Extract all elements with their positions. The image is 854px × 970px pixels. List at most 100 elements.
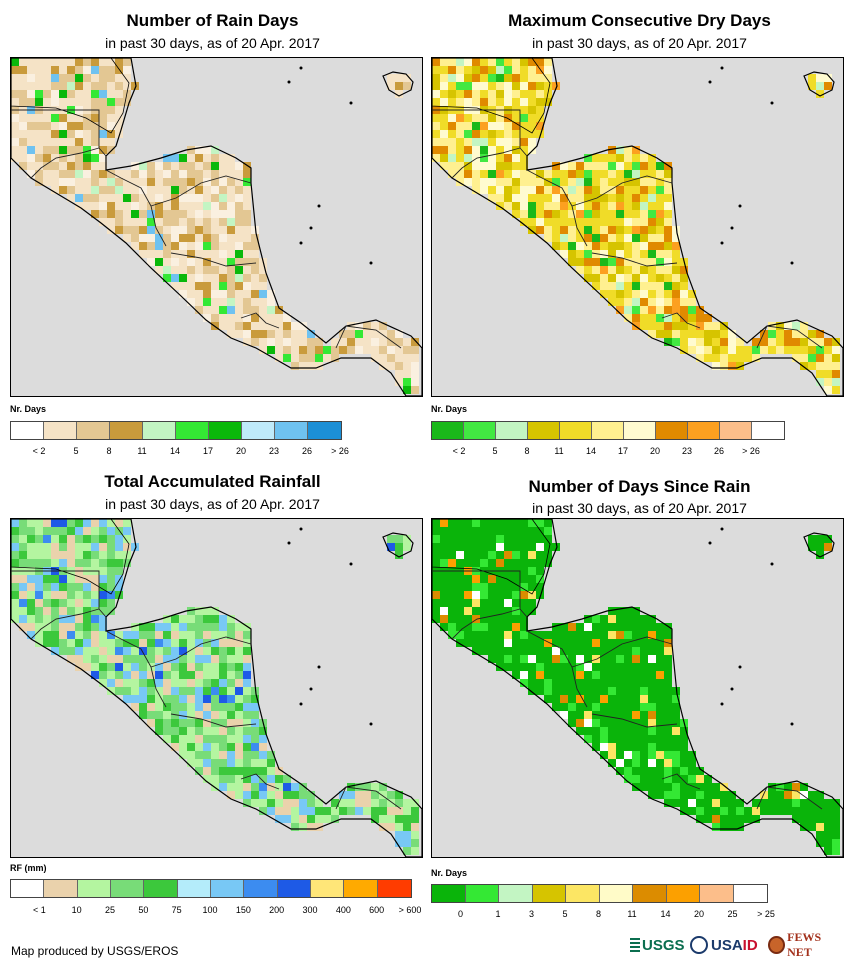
grid-cell — [656, 226, 664, 234]
grid-cell — [800, 354, 808, 362]
grid-cell — [600, 162, 608, 170]
grid-cell — [648, 759, 656, 767]
grid-cell — [179, 719, 187, 727]
map-days-since-rain[interactable] — [431, 518, 844, 858]
grid-cell — [664, 234, 672, 242]
grid-cell — [656, 194, 664, 202]
grid-cell — [227, 186, 235, 194]
country-border — [571, 666, 588, 708]
grid-cell — [616, 767, 624, 775]
grid-cell — [11, 90, 19, 98]
grid-cell — [307, 815, 315, 823]
grid-cell — [440, 543, 448, 551]
grid-cell — [480, 74, 488, 82]
grid-cell — [432, 58, 440, 66]
legend-bar — [431, 421, 785, 440]
grid-cell — [83, 575, 91, 583]
grid-cell — [67, 194, 75, 202]
grid-cell — [235, 703, 243, 711]
grid-cell — [584, 679, 592, 687]
grid-cell — [632, 218, 640, 226]
grid-cell — [640, 783, 648, 791]
island-dot — [369, 722, 373, 726]
grid-cell — [211, 314, 219, 322]
grid-cell — [512, 162, 520, 170]
grid-cell — [632, 655, 640, 663]
grid-cell — [243, 330, 251, 338]
grid-cell — [616, 202, 624, 210]
grid-cell — [67, 639, 75, 647]
grid-cell — [664, 719, 672, 727]
grid-cell — [179, 202, 187, 210]
grid-cell — [195, 210, 203, 218]
grid-cell — [155, 703, 163, 711]
grid-cell — [99, 106, 107, 114]
grid-cell — [83, 551, 91, 559]
legend-swatch — [720, 422, 752, 439]
grid-cell — [179, 170, 187, 178]
grid-cell — [680, 282, 688, 290]
grid-cell — [83, 623, 91, 631]
country-border — [150, 205, 167, 247]
legend-swatch — [277, 880, 311, 897]
grid-cell — [107, 90, 115, 98]
grid-cell — [91, 575, 99, 583]
grid-cell — [171, 727, 179, 735]
grid-cell — [512, 98, 520, 106]
grid-cell — [243, 186, 251, 194]
grid-cell — [51, 58, 59, 66]
grid-cell — [672, 727, 680, 735]
grid-cell — [395, 330, 403, 338]
grid-cell — [123, 202, 131, 210]
grid-cell — [488, 527, 496, 535]
grid-cell — [43, 543, 51, 551]
legend-bar — [10, 879, 412, 898]
grid-cell — [115, 210, 123, 218]
grid-cell — [99, 58, 107, 66]
grid-cell — [211, 306, 219, 314]
grid-cell — [203, 751, 211, 759]
grid-cell — [75, 639, 83, 647]
grid-cell — [91, 154, 99, 162]
grid-cell — [472, 591, 480, 599]
grid-cell — [632, 607, 640, 615]
grid-cell — [672, 250, 680, 258]
grid-cell — [784, 330, 792, 338]
grid-cell — [275, 807, 283, 815]
grid-cell — [243, 218, 251, 226]
grid-cell — [728, 791, 736, 799]
grid-cell — [496, 146, 504, 154]
grid-cell — [267, 298, 275, 306]
grid-cell — [123, 170, 131, 178]
grid-cell — [299, 338, 307, 346]
grid-cell — [816, 823, 824, 831]
grid-cell — [512, 535, 520, 543]
map-dry-days[interactable] — [431, 57, 844, 397]
grid-cell — [688, 799, 696, 807]
grid-cell — [107, 567, 115, 575]
grid-cell — [227, 154, 235, 162]
grid-cell — [816, 551, 824, 559]
grid-cell — [99, 98, 107, 106]
grid-cell — [608, 759, 616, 767]
grid-cell — [536, 90, 544, 98]
grid-cell — [43, 162, 51, 170]
grid-cell — [171, 695, 179, 703]
grid-cell — [720, 330, 728, 338]
grid-cell — [11, 599, 19, 607]
grid-cell — [592, 735, 600, 743]
grid-cell — [608, 186, 616, 194]
map-rain-days[interactable] — [10, 57, 423, 397]
usaid-logo[interactable]: USA ID — [690, 932, 758, 958]
grid-cell — [243, 743, 251, 751]
map-total-rainfall[interactable] — [10, 518, 423, 858]
grid-cell — [211, 154, 219, 162]
fews-net-logo[interactable]: FEWS NET — [768, 930, 845, 959]
grid-cell — [832, 799, 840, 807]
usgs-logo[interactable]: USGS — [630, 932, 685, 958]
grid-cell — [480, 623, 488, 631]
grid-cell — [576, 186, 584, 194]
grid-cell — [299, 791, 307, 799]
grid-cell — [179, 234, 187, 242]
grid-cell — [35, 543, 43, 551]
